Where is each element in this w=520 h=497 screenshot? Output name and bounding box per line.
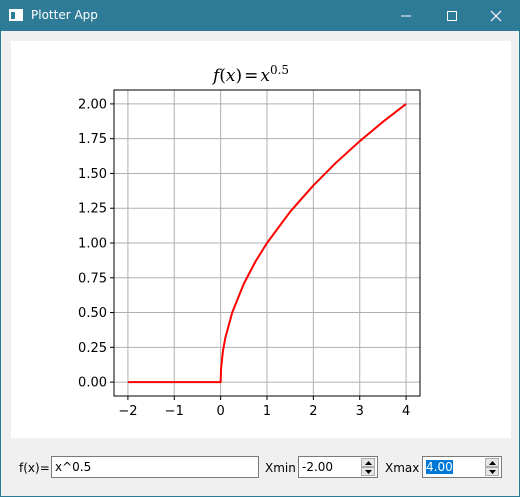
xmax-stepper[interactable] (485, 458, 499, 476)
xmax-decrement-button[interactable] (485, 467, 499, 476)
xmin-label: Xmin (265, 461, 296, 475)
xmin-value[interactable]: -2.00 (302, 460, 334, 474)
xmin-decrement-button[interactable] (361, 467, 375, 476)
window-app-icon (9, 9, 23, 21)
function-plot: f(x) = x0.5 −2 −1 0 1 2 3 40.000.250.500.751.001… (78, 63, 421, 419)
caret-down-icon (488, 469, 496, 474)
series-layer (127, 103, 407, 384)
series-line (127, 103, 407, 384)
title-var: x (226, 66, 236, 86)
maximize-icon (447, 11, 457, 21)
caret-up-icon (364, 460, 372, 465)
x-tick-label: −2 (118, 404, 137, 419)
x-tick-label: −1 (165, 404, 184, 419)
y-tick-label: 2.00 (78, 97, 107, 112)
y-tick-label: 0.50 (78, 306, 107, 321)
x-tick-label: 2 (309, 404, 317, 419)
title-base: x (260, 66, 270, 86)
chart-title: f(x) = x0.5 (211, 63, 289, 86)
xmin-stepper[interactable] (361, 458, 375, 476)
caret-down-icon (364, 469, 372, 474)
title-bar[interactable]: Plotter App (1, 1, 519, 31)
window-title: Plotter App (31, 8, 98, 22)
xmin-spinbox[interactable]: -2.00 (298, 456, 378, 478)
close-icon (490, 10, 502, 22)
y-tick-label: 1.25 (78, 202, 107, 217)
y-tick-label: 0.75 (78, 271, 107, 286)
title-eq: = (244, 66, 258, 86)
xmax-value[interactable]: 4.00 (426, 460, 453, 474)
title-f: f (211, 66, 222, 86)
minimize-button[interactable] (383, 1, 429, 31)
title-paren-open: ( (219, 66, 226, 86)
title-paren-close: ) (235, 66, 242, 86)
x-tick-label: 3 (356, 404, 364, 419)
tick-layer: −2 −1 0 1 2 3 4 0.00 0.25 0.50 0.75 1.00 1.25 1.50 1.7… (78, 97, 410, 419)
y-tick-label: 1.50 (78, 167, 107, 182)
minimize-icon (401, 15, 411, 17)
title-exponent: 0.5 (270, 63, 289, 77)
xmax-label: Xmax (385, 461, 420, 475)
caret-up-icon (488, 460, 496, 465)
x-tick-label: 4 (402, 404, 410, 419)
fx-label: f(x)= (19, 461, 50, 475)
y-tick-label: 1.75 (78, 132, 107, 147)
y-tick-label: 0.00 (78, 376, 107, 391)
xmin-increment-button[interactable] (361, 458, 375, 467)
x-tick-label: 0 (216, 404, 224, 419)
x-tick-label: 1 (263, 404, 271, 419)
xmax-spinbox[interactable]: 4.00 (422, 456, 502, 478)
plot-canvas: f(x) = x0.5 −2 −1 0 1 2 3 4 0.00 0.25 0.50 0.75 1.00 1… (11, 41, 511, 438)
function-input[interactable]: x^0.5 (51, 456, 259, 478)
close-button[interactable] (473, 1, 519, 31)
control-bar: f(x)= x^0.5 Xmin -2.00 Xmax 4.00 (1, 451, 519, 485)
y-tick-label: 0.25 (78, 341, 107, 356)
y-tick-label: 1.00 (78, 237, 107, 252)
maximize-button[interactable] (429, 1, 475, 31)
xmax-increment-button[interactable] (485, 458, 499, 467)
